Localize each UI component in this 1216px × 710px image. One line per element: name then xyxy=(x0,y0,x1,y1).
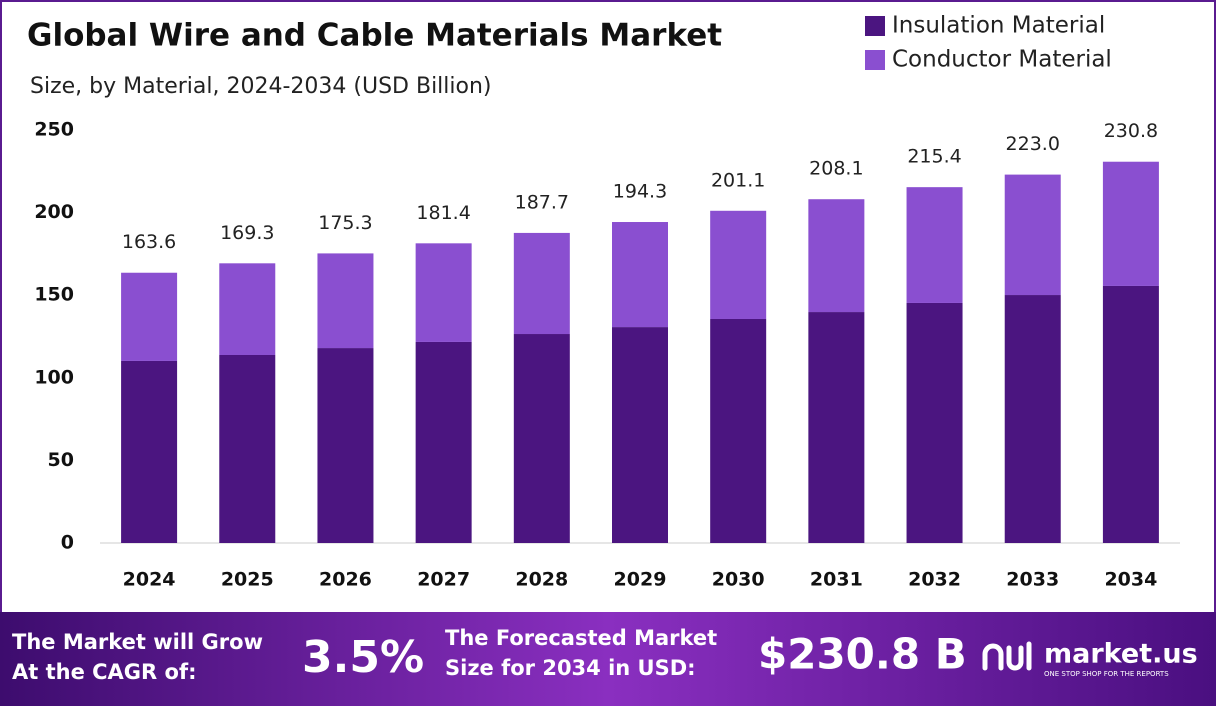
bar-segment xyxy=(808,199,865,313)
bar-segment xyxy=(612,327,668,543)
bar-segment xyxy=(612,222,668,328)
bar-segment xyxy=(1004,174,1061,296)
bar-segment xyxy=(415,341,472,543)
chart-title: Global Wire and Cable Materials Market xyxy=(27,18,722,54)
bar-segment xyxy=(121,360,178,543)
total-label: 181.4 xyxy=(416,202,470,224)
logo: market.us xyxy=(1044,639,1198,670)
y-tick-label: 200 xyxy=(34,201,74,223)
x-tick-label: 2029 xyxy=(614,569,667,591)
x-tick-label: 2028 xyxy=(515,569,568,591)
footer-text: The Market will Grow xyxy=(12,630,263,654)
bar-segment xyxy=(317,348,374,543)
legend-label: Conductor Material xyxy=(892,47,1112,73)
footer-text: Size for 2034 in USD: xyxy=(445,656,696,680)
x-tick-label: 2025 xyxy=(221,569,274,591)
forecast-value: $230.8 B xyxy=(758,630,967,679)
total-label: 163.6 xyxy=(122,231,176,253)
x-tick-label: 2027 xyxy=(417,569,470,591)
bar-segment xyxy=(513,232,570,335)
total-label: 169.3 xyxy=(220,222,274,244)
logo-icon xyxy=(982,641,1032,671)
bar-segment xyxy=(808,312,865,543)
x-tick-label: 2033 xyxy=(1006,569,1059,591)
bar-segment xyxy=(710,210,767,319)
bar-segment xyxy=(710,318,767,543)
bar-segment xyxy=(219,355,276,543)
x-tick-label: 2024 xyxy=(123,569,176,591)
bar-segment xyxy=(513,334,570,543)
cagr-value: 3.5% xyxy=(302,632,424,683)
total-label: 201.1 xyxy=(711,169,765,191)
legend-label: Insulation Material xyxy=(892,13,1105,39)
logo-tagline: ONE STOP SHOP FOR THE REPORTS xyxy=(1044,670,1169,678)
bar-segment xyxy=(219,263,276,356)
footer-banner xyxy=(0,612,1216,706)
x-tick-label: 2032 xyxy=(908,569,961,591)
y-tick-label: 0 xyxy=(61,532,74,554)
y-tick-label: 250 xyxy=(34,119,74,141)
y-tick-label: 100 xyxy=(34,366,74,388)
legend-swatch xyxy=(865,50,885,70)
y-tick-label: 50 xyxy=(48,449,74,471)
x-tick-label: 2026 xyxy=(319,569,372,591)
legend: Insulation Material Conductor Material xyxy=(865,13,1112,73)
total-label: 223.0 xyxy=(1006,133,1060,155)
bar-segment xyxy=(317,253,374,349)
total-label: 194.3 xyxy=(613,181,667,203)
footer-text: The Forecasted Market xyxy=(445,626,717,650)
bar-segment xyxy=(906,302,963,543)
total-label: 175.3 xyxy=(318,212,372,234)
bar-segment xyxy=(1102,161,1159,286)
bar-segment xyxy=(906,187,963,303)
total-label: 215.4 xyxy=(907,146,961,168)
total-label: 187.7 xyxy=(515,191,569,213)
x-tick-label: 2030 xyxy=(712,569,765,591)
total-label: 230.8 xyxy=(1104,120,1158,142)
legend-swatch xyxy=(865,16,885,36)
bar-segment xyxy=(1102,285,1159,543)
bar-segment xyxy=(415,243,472,342)
x-tick-label: 2031 xyxy=(810,569,863,591)
bar-segment xyxy=(121,272,178,361)
footer-text: At the CAGR of: xyxy=(12,660,197,684)
chart-subtitle: Size, by Material, 2024-2034 (USD Billio… xyxy=(30,74,492,99)
x-tick-label: 2034 xyxy=(1104,569,1157,591)
bar-segment xyxy=(1004,295,1061,543)
total-label: 208.1 xyxy=(809,158,863,180)
y-tick-label: 150 xyxy=(34,284,74,306)
